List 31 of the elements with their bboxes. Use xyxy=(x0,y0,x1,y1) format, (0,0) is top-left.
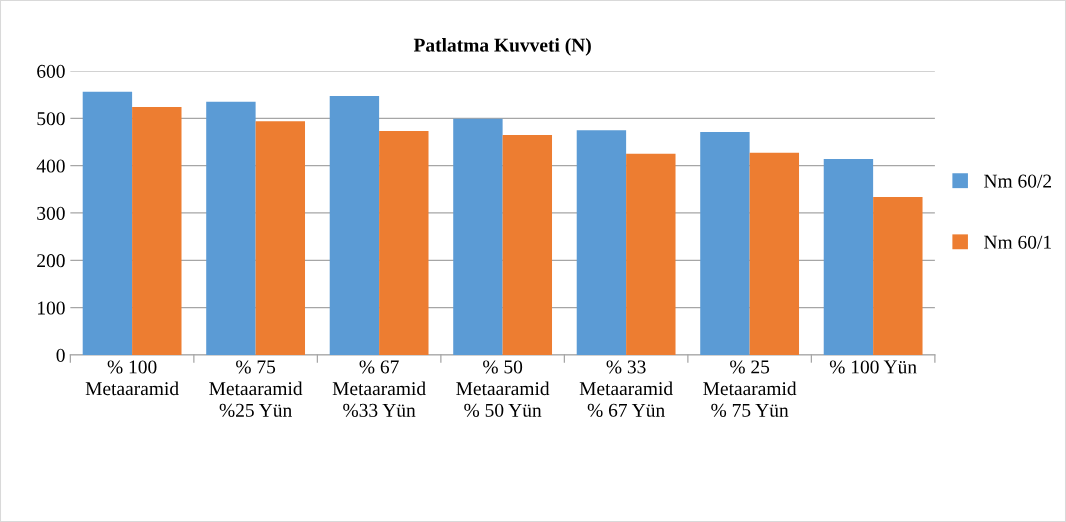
x-tick-label: % 50 Metaaramid % 50 Yün xyxy=(456,360,550,417)
bar xyxy=(502,134,553,355)
bar xyxy=(823,159,874,355)
y-tick-label: 400 xyxy=(36,159,65,173)
bar xyxy=(749,152,800,355)
y-tick-label: 100 xyxy=(38,301,65,315)
legend-label: Nm 60/2 xyxy=(984,174,1052,188)
bar xyxy=(576,130,627,355)
x-tick-label: % 25 Metaaramid % 75 Yün xyxy=(703,360,797,417)
y-tick-label: 500 xyxy=(37,112,65,126)
bar xyxy=(132,106,182,355)
bar xyxy=(379,131,429,355)
bar xyxy=(873,196,923,355)
legend-label: Nm 60/1 xyxy=(984,235,1051,249)
y-tick-label: 200 xyxy=(37,254,65,268)
bar xyxy=(255,121,306,355)
chart-title: Patlatma Kuvveti (N) xyxy=(413,38,591,56)
y-tick-label: 0 xyxy=(56,348,65,362)
bar xyxy=(626,153,676,355)
y-tick-label: 600 xyxy=(37,64,65,78)
bar xyxy=(82,91,133,355)
x-tick-label: % 100 Yün xyxy=(829,360,917,374)
bar xyxy=(206,101,256,355)
bar xyxy=(453,118,503,355)
x-tick-label: % 67 Metaaramid %33 Yün xyxy=(332,360,426,417)
x-tick-label: % 33 Metaaramid % 67 Yün xyxy=(579,360,673,417)
x-tick-label: % 100 Metaaramid xyxy=(85,360,179,396)
y-tick-label: 300 xyxy=(37,206,65,220)
bar xyxy=(700,132,750,355)
bar xyxy=(329,96,380,355)
x-tick-label: % 75 Metaaramid %25 Yün xyxy=(209,360,303,417)
